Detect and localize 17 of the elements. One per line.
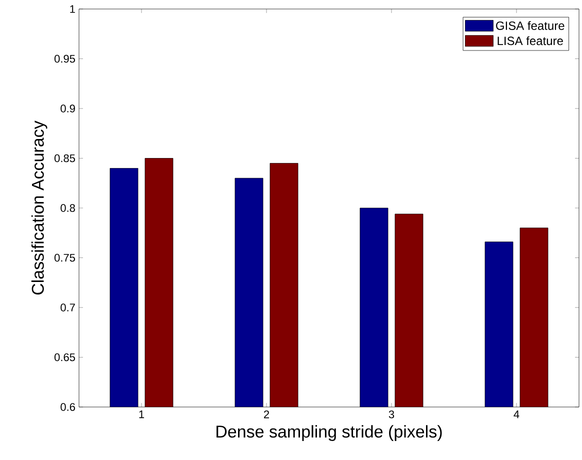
y-tick-label: 0.8: [60, 204, 75, 212]
y-tick-label: 0.7: [60, 304, 75, 312]
x-tick-label: 2: [264, 410, 270, 418]
y-tick-label: 0.95: [54, 54, 76, 63]
legend-label: LISA feature: [498, 36, 563, 46]
y-tick-label: 0.9: [60, 104, 75, 112]
x-tick-label: 4: [514, 410, 520, 418]
x-tick-label: 3: [388, 410, 394, 418]
y-tick-label: 0.65: [54, 353, 76, 362]
x-axis-title: Dense sampling stride (pixels): [216, 425, 442, 441]
y-tick-label: 0.6: [60, 403, 75, 411]
y-tick-label: 0.75: [54, 254, 76, 262]
x-tick-label: 1: [139, 410, 144, 418]
y-tick-label: 0.85: [54, 154, 76, 162]
legend-label: GISA feature: [496, 21, 564, 30]
y-tick-label: 1: [70, 5, 75, 13]
y-axis-title: Classification Accuracy: [31, 120, 48, 295]
